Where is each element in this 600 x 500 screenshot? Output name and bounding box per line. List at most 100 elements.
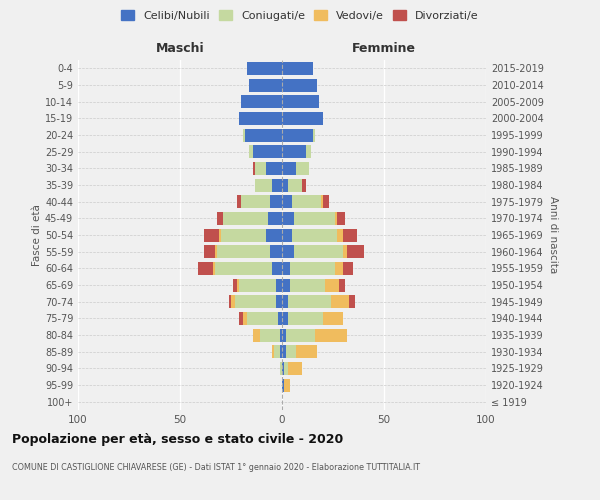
Bar [253, 162, 256, 175]
Bar [253, 145, 282, 158]
Bar [243, 128, 245, 141]
Bar [302, 178, 307, 192]
Bar [282, 212, 294, 225]
Bar [343, 262, 353, 275]
Bar [323, 312, 343, 325]
Bar [272, 262, 282, 275]
Bar [268, 212, 282, 225]
Bar [282, 328, 286, 342]
Bar [282, 345, 286, 358]
Bar [288, 178, 302, 192]
Bar [233, 278, 237, 291]
Bar [235, 295, 276, 308]
Bar [231, 295, 235, 308]
Bar [314, 328, 347, 342]
Bar [280, 345, 282, 358]
Bar [296, 162, 308, 175]
Bar [272, 178, 282, 192]
Bar [331, 295, 349, 308]
Text: Popolazione per età, sesso e stato civile - 2020: Popolazione per età, sesso e stato civil… [12, 432, 343, 446]
Bar [282, 378, 284, 392]
Text: Femmine: Femmine [352, 42, 416, 55]
Bar [286, 328, 314, 342]
Bar [335, 262, 343, 275]
Bar [247, 62, 282, 75]
Bar [253, 328, 260, 342]
Bar [294, 212, 335, 225]
Bar [321, 195, 323, 208]
Bar [237, 195, 241, 208]
Bar [229, 295, 231, 308]
Bar [282, 228, 292, 241]
Bar [288, 362, 302, 375]
Bar [290, 278, 325, 291]
Bar [339, 278, 345, 291]
Bar [272, 345, 274, 358]
Bar [270, 195, 282, 208]
Bar [217, 212, 223, 225]
Bar [217, 245, 270, 258]
Text: Maschi: Maschi [155, 42, 205, 55]
Bar [282, 145, 307, 158]
Bar [280, 328, 282, 342]
Bar [282, 78, 317, 92]
Bar [250, 145, 253, 158]
Bar [337, 228, 343, 241]
Bar [335, 212, 337, 225]
Bar [282, 295, 288, 308]
Bar [282, 95, 319, 108]
Bar [337, 212, 345, 225]
Bar [241, 95, 282, 108]
Bar [296, 345, 317, 358]
Bar [284, 378, 290, 392]
Bar [276, 278, 282, 291]
Bar [223, 212, 268, 225]
Bar [241, 195, 270, 208]
Bar [343, 228, 358, 241]
Bar [243, 312, 247, 325]
Bar [239, 312, 243, 325]
Bar [205, 228, 219, 241]
Bar [282, 62, 313, 75]
Bar [274, 345, 280, 358]
Bar [266, 228, 282, 241]
Bar [282, 278, 290, 291]
Bar [323, 195, 329, 208]
Bar [282, 112, 323, 125]
Bar [260, 328, 280, 342]
Bar [325, 278, 339, 291]
Bar [294, 245, 343, 258]
Bar [247, 312, 278, 325]
Bar [270, 245, 282, 258]
Bar [292, 195, 321, 208]
Bar [288, 295, 331, 308]
Bar [212, 262, 215, 275]
Bar [266, 162, 282, 175]
Bar [282, 162, 296, 175]
Bar [282, 128, 313, 141]
Bar [349, 295, 355, 308]
Bar [256, 178, 272, 192]
Bar [215, 245, 217, 258]
Bar [282, 178, 288, 192]
Bar [284, 362, 288, 375]
Bar [239, 112, 282, 125]
Bar [221, 228, 266, 241]
Bar [256, 162, 266, 175]
Bar [245, 128, 282, 141]
Bar [282, 312, 288, 325]
Bar [290, 262, 335, 275]
Bar [282, 245, 294, 258]
Legend: Celibi/Nubili, Coniugati/e, Vedovi/e, Divorziati/e: Celibi/Nubili, Coniugati/e, Vedovi/e, Di… [117, 6, 483, 25]
Bar [288, 312, 323, 325]
Bar [313, 128, 314, 141]
Bar [239, 278, 276, 291]
Text: COMUNE DI CASTIGLIONE CHIAVARESE (GE) - Dati ISTAT 1° gennaio 2020 - Elaborazion: COMUNE DI CASTIGLIONE CHIAVARESE (GE) - … [12, 462, 420, 471]
Bar [237, 278, 239, 291]
Bar [282, 362, 284, 375]
Bar [292, 228, 337, 241]
Bar [205, 245, 215, 258]
Bar [219, 228, 221, 241]
Bar [282, 262, 290, 275]
Bar [343, 245, 347, 258]
